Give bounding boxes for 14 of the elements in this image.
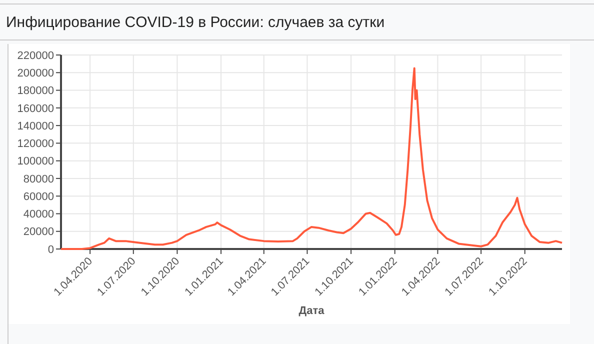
y-tick-label: 200000 [17, 67, 54, 80]
chart-title: Инфицирование COVID-19 в России: случаев за сутки [6, 14, 385, 31]
y-tick-label: 100000 [17, 156, 54, 168]
y-tick-label: 120000 [17, 138, 54, 150]
y-tick-label: 60000 [23, 190, 54, 203]
y-tick-label: 40000 [23, 208, 54, 221]
x-axis-title: Дата [298, 305, 326, 317]
y-tick-label: 220000 [17, 50, 54, 62]
y-tick-label: 20000 [23, 226, 54, 238]
y-tick-label: 0 [48, 244, 54, 256]
y-tick-label: 180000 [17, 85, 54, 98]
y-tick-label: 140000 [17, 120, 54, 132]
y-tick-label: 80000 [23, 173, 54, 186]
y-tick-label: 160000 [17, 102, 54, 115]
